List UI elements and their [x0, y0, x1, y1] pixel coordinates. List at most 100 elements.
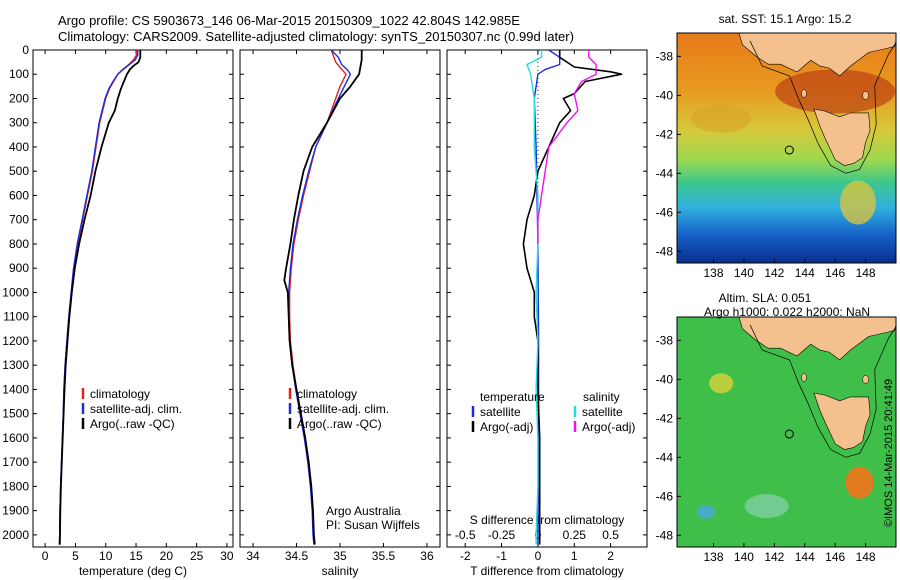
lon-tick-label: 140 — [734, 266, 754, 280]
panel-temperature: 0100200300400500600700800900100011001200… — [2, 43, 234, 578]
x-tick-label: 20 — [160, 549, 174, 563]
depth-tick-label: 1200 — [2, 334, 29, 348]
legend-label: Argo(-adj) — [480, 420, 533, 434]
legend-label: Argo(-adj) — [582, 420, 635, 434]
depth-tick-label: 800 — [9, 237, 29, 251]
depth-tick-label: 900 — [9, 261, 29, 275]
argo-position-marker — [784, 429, 794, 439]
sla-anomaly — [709, 373, 734, 394]
depth-tick-label: 500 — [9, 164, 29, 178]
lat-tick-label: -48 — [656, 244, 674, 258]
x-axis-label: temperature (deg C) — [79, 564, 187, 578]
map-layers — [677, 33, 896, 263]
depth-tick-label: 1400 — [2, 382, 29, 396]
sla-map-subtitle: Argo h1000: 0.022 h2000: NaN — [704, 305, 870, 319]
top-tick-label: 0.5 — [602, 528, 619, 542]
series-line — [58, 50, 142, 545]
x-tick-label: 1 — [571, 549, 578, 563]
annotation-text: PI: Susan Wijffels — [326, 518, 420, 532]
lat-tick-label: -44 — [656, 166, 674, 180]
x-tick-label: 0 — [42, 549, 49, 563]
lon-tick-label: 142 — [764, 550, 784, 564]
top-axis-label: S difference from climatology — [470, 513, 625, 527]
lat-tick-label: -46 — [656, 489, 674, 503]
lon-tick-label: 140 — [734, 550, 754, 564]
header-line1: Argo profile: CS 5903673_146 06-Mar-2015… — [58, 13, 520, 28]
legend-label: satellite — [582, 405, 623, 419]
x-tick-label: 36 — [420, 549, 434, 563]
legend-label: Argo(..raw -QC) — [90, 417, 175, 431]
lon-tick-label: 146 — [825, 550, 845, 564]
x-tick-label: 34.5 — [285, 549, 309, 563]
top-tick-label: 0.25 — [563, 528, 587, 542]
panel-salinity: 34 34.5 35 35.5 36 salinity climatologysatelli… — [239, 49, 441, 578]
series-line — [537, 50, 597, 244]
sst-warm-eddy — [839, 180, 876, 225]
legend-label: climatology — [297, 387, 357, 401]
flinders-island — [862, 91, 869, 100]
depth-tick-label: 1700 — [2, 455, 29, 469]
lat-tick-label: -40 — [656, 88, 674, 102]
panel-frame — [32, 49, 234, 548]
annotation-text: Argo Australia — [326, 504, 401, 518]
top-tick-label: -0.25 — [488, 528, 516, 542]
lon-tick-label: 148 — [856, 550, 876, 564]
legend-label: climatology — [90, 387, 150, 401]
x-axis-label: T difference from climatology — [470, 564, 624, 578]
depth-tick-label: 700 — [9, 213, 29, 227]
lat-tick-label: -48 — [656, 528, 674, 542]
map-frame — [676, 316, 897, 548]
map-frame — [676, 32, 897, 264]
tasmania-land — [813, 108, 871, 166]
x-tick-label: 35.5 — [372, 549, 396, 563]
x-tick-label: 30 — [220, 549, 234, 563]
x-tick-label: -1 — [496, 549, 507, 563]
tasmania-land — [813, 392, 871, 450]
king-island — [801, 89, 807, 98]
x-tick-label: 15 — [129, 549, 143, 563]
panel-difference: -2 -1 0 1 2T difference from climatology -0.5… — [446, 49, 648, 578]
x-axis-label: salinity — [322, 564, 359, 578]
depth-tick-label: 1500 — [2, 407, 29, 421]
map-sla: -38 -40 -42 -44 -46 -48 138 140 142 144 146 148 — [656, 316, 897, 564]
top-tick-label: -0.5 — [455, 528, 476, 542]
legend-label: satellite-adj. clim. — [297, 402, 389, 416]
sst-patch — [691, 104, 752, 133]
depth-tick-label: 1900 — [2, 504, 29, 518]
lon-tick-label: 148 — [856, 266, 876, 280]
lon-tick-label: 144 — [795, 550, 815, 564]
sst-map-title: sat. SST: 15.1 Argo: 15.2 — [719, 12, 852, 26]
lon-tick-label: 146 — [825, 266, 845, 280]
lon-tick-label: 144 — [795, 266, 815, 280]
king-island — [801, 373, 807, 382]
depth-tick-label: 1300 — [2, 358, 29, 372]
lat-tick-label: -40 — [656, 372, 674, 386]
series-line — [283, 50, 363, 545]
x-tick-label: 35 — [333, 549, 347, 563]
credit-text: ©IMOS 14-Mar-2015 20:41:49 — [883, 379, 895, 527]
map-layers — [677, 317, 896, 547]
depth-tick-label: 100 — [9, 67, 29, 81]
depth-tick-label: 1800 — [2, 479, 29, 493]
lat-tick-label: -42 — [656, 127, 674, 141]
depth-tick-label: 2000 — [2, 528, 29, 542]
legend-title: temperature — [480, 390, 545, 404]
lon-tick-label: 142 — [764, 266, 784, 280]
mainland-land — [738, 33, 896, 77]
x-tick-label: 5 — [72, 549, 79, 563]
mainland-land — [738, 317, 896, 361]
argo-position-marker — [784, 145, 794, 155]
sla-positive-eddy — [845, 466, 874, 499]
lat-tick-label: -42 — [656, 411, 674, 425]
legend-title: salinity — [583, 390, 620, 404]
depth-tick-label: 1600 — [2, 431, 29, 445]
lat-tick-label: -38 — [656, 333, 674, 347]
lat-tick-label: -44 — [656, 450, 674, 464]
depth-tick-label: 200 — [9, 91, 29, 105]
sst-warm-strait — [775, 69, 896, 114]
x-tick-label: 25 — [190, 549, 204, 563]
header-line2: Climatology: CARS2009. Satellite-adjuste… — [58, 29, 574, 44]
sla-negative-eddy — [696, 504, 715, 519]
legend-label: satellite-adj. clim. — [90, 402, 182, 416]
shelf-contour — [749, 324, 896, 458]
